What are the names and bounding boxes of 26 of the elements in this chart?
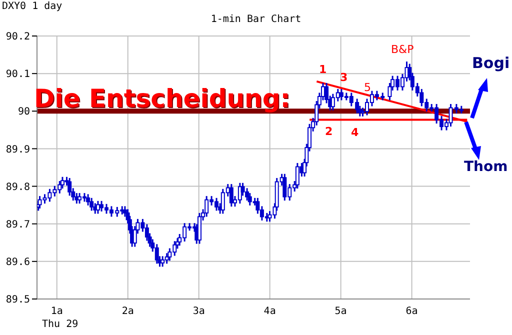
chart-title: 1-min Bar Chart [210,14,302,25]
annotation: 2 [325,125,333,138]
y-tick-label: 89.7 [6,219,30,230]
x-tick-label: 2a [122,306,134,318]
y-tick-label: 89.5 [6,294,30,306]
y-tick-label: 90.2 [6,32,30,43]
annotation: 5 [364,81,371,94]
y-tick-label: 90 [18,106,30,118]
x-tick-label: 4a [264,306,276,318]
x-tick-label: 5a [334,306,347,318]
y-tick-label: 89.6 [6,256,30,268]
y-tick-label: 90.1 [6,69,30,80]
x-tick-label: 6a [406,306,418,318]
annotation: 4 [351,126,359,139]
text: Bogi [472,54,510,72]
y-tick-label: 89.8 [6,182,30,193]
y-tick-label: 89.9 [6,144,30,156]
annotation: Die Entscheidung: [34,84,290,113]
x-tick-label: 1a [50,306,63,318]
annotation: Thom [464,159,508,175]
annotation: B&P [391,43,414,56]
annotation: 3 [340,71,348,84]
annotation: 1 [319,63,327,76]
text: Thu 29 [42,319,78,330]
text: DXY0 1 day [2,1,62,12]
x-tick-label: 3a [192,306,205,318]
